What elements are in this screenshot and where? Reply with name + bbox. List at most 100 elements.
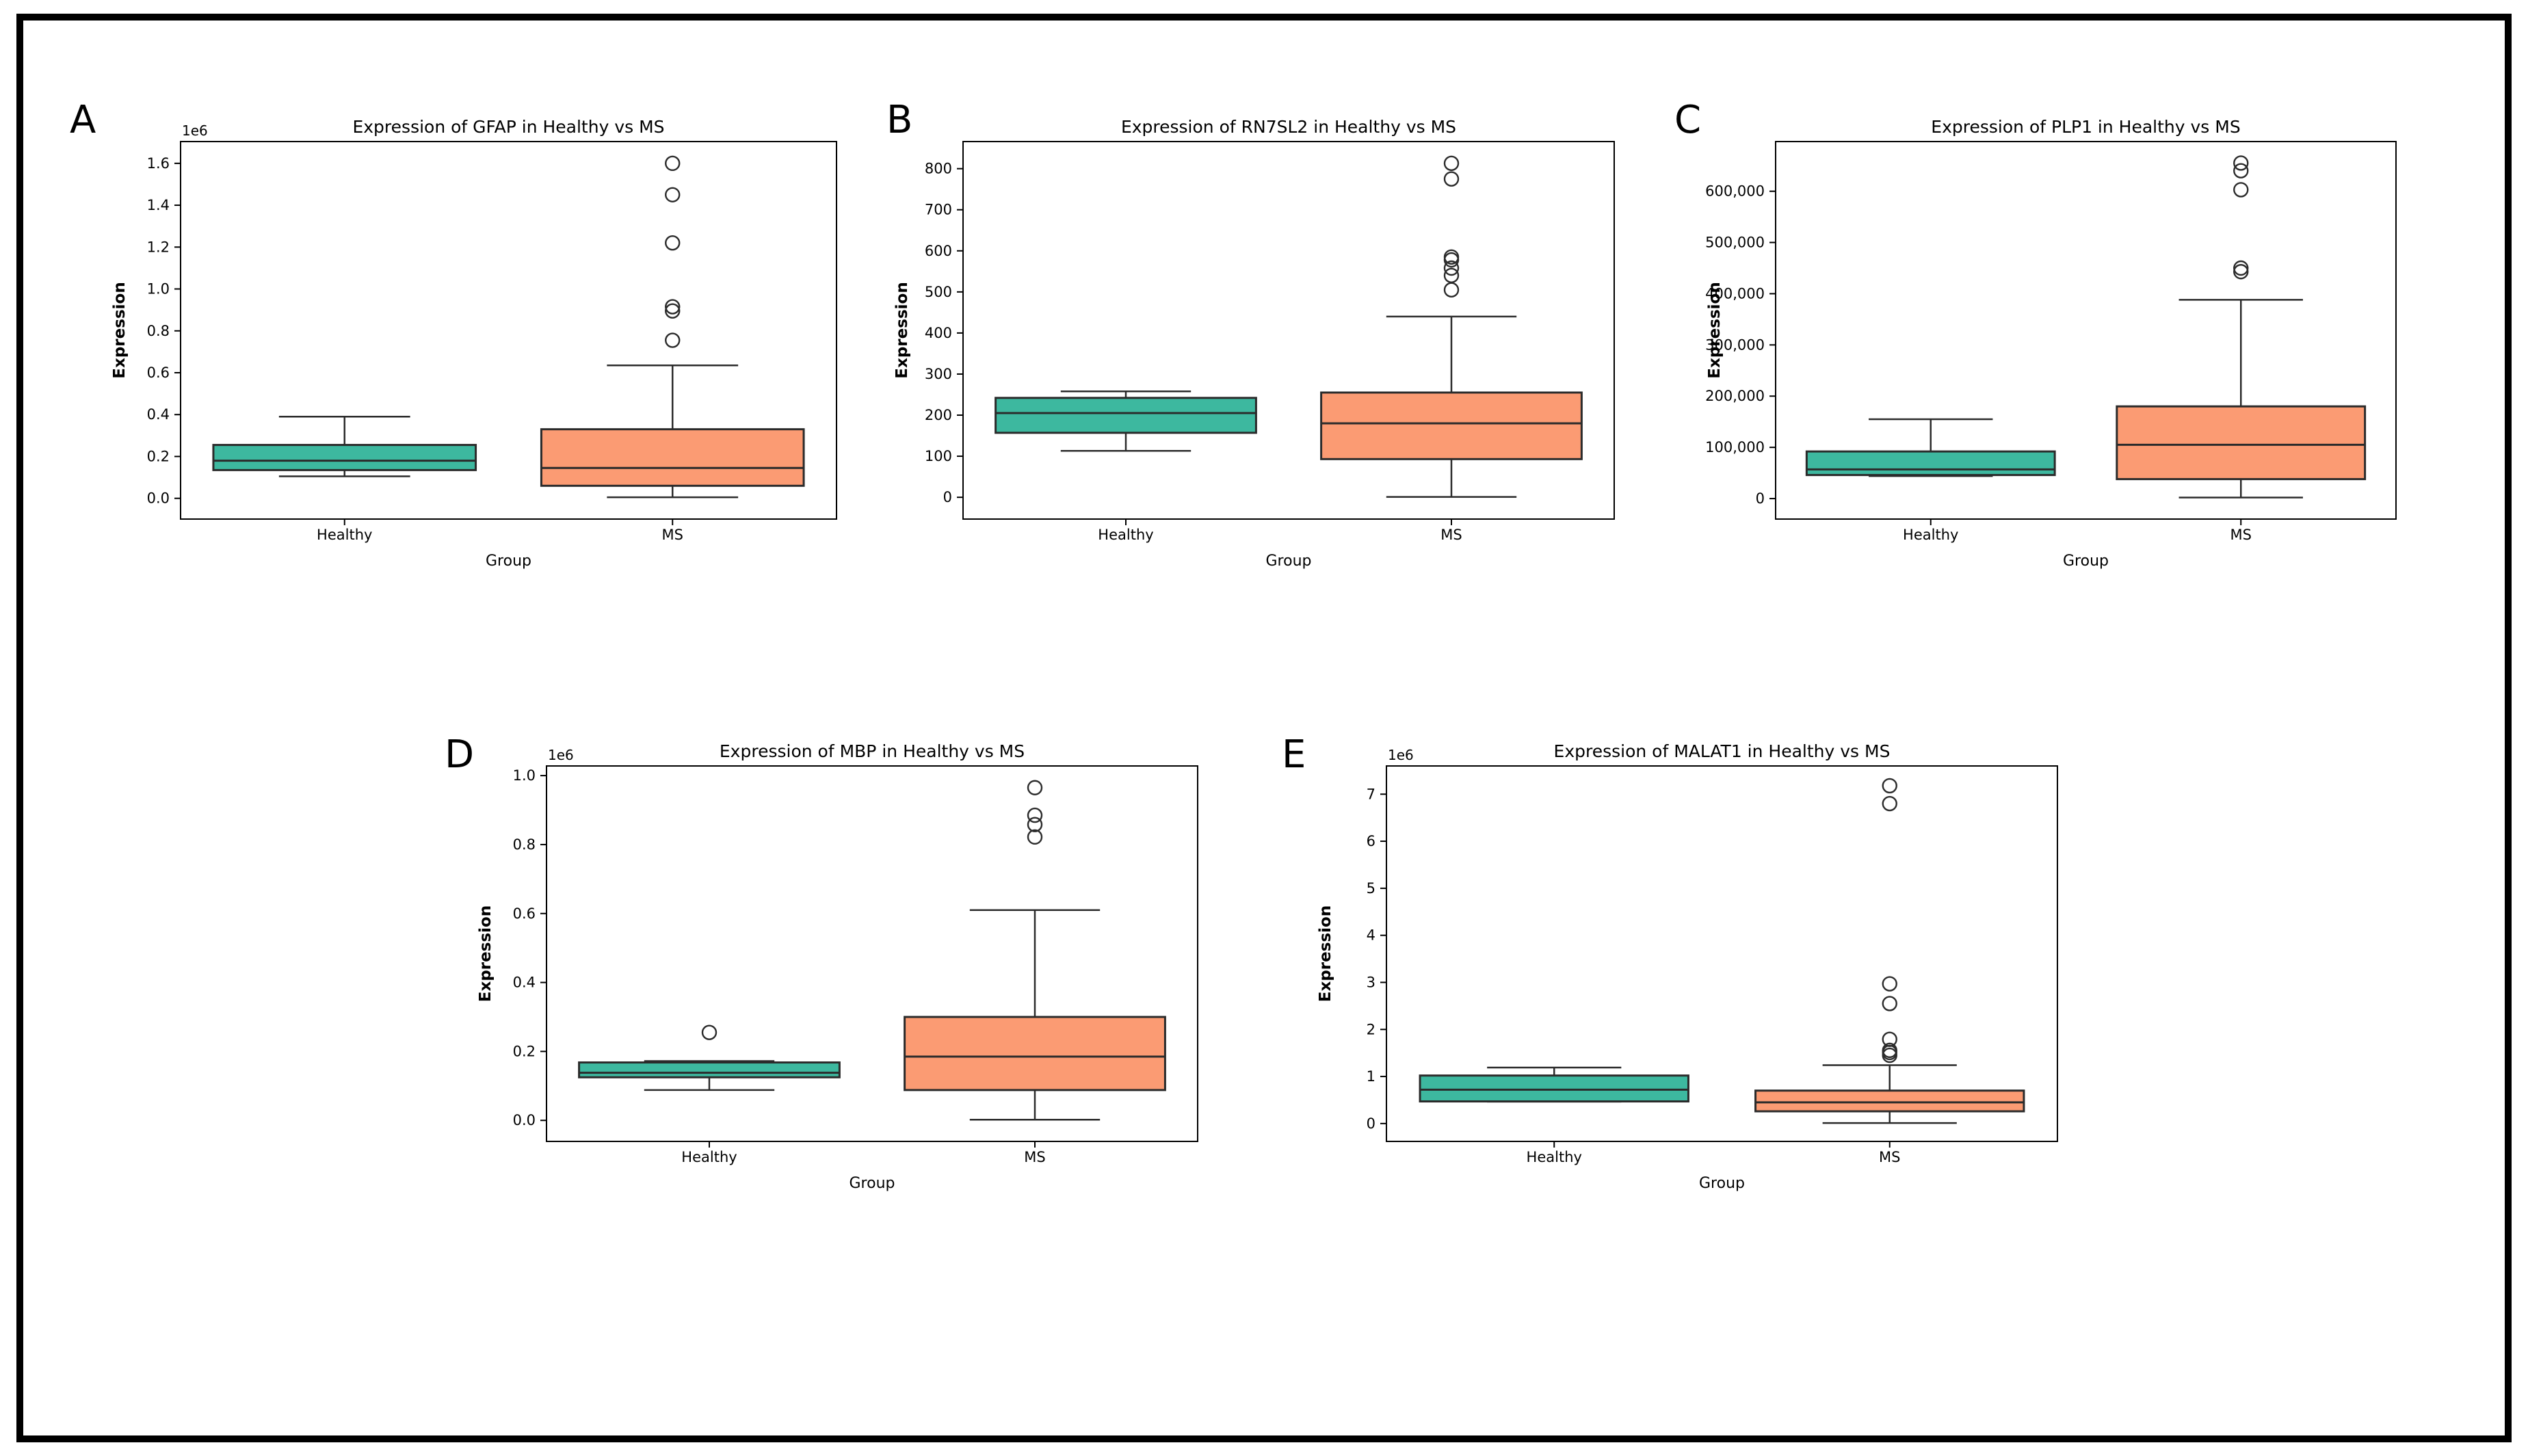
y-tick-label: 0.8 [513, 836, 536, 853]
box-healthy [1805, 450, 2056, 477]
x-tick-label: MS [2230, 527, 2252, 543]
x-tick-label: MS [662, 527, 683, 543]
outlier-point [701, 1024, 717, 1040]
y-axis-label: Expression [111, 282, 129, 378]
x-axis-label: Group [1266, 553, 1312, 570]
panel-label-b: B [886, 98, 913, 142]
y-tick-label: 1.0 [147, 281, 170, 297]
chart-title: Expression of MBP in Healthy vs MS [720, 741, 1025, 761]
y-tick-label: 800 [925, 161, 952, 177]
outlier-point [1443, 249, 1460, 265]
box-healthy [212, 444, 477, 471]
outlier-point [1882, 1031, 1897, 1047]
outlier-point [1443, 155, 1460, 172]
outlier-point [665, 155, 681, 172]
chart-title: Expression of RN7SL2 in Healthy vs MS [1121, 117, 1456, 137]
outlier-point [665, 299, 681, 315]
y-tick-label: 100 [925, 448, 952, 464]
panel-label-d: D [445, 732, 475, 777]
outlier-point [1882, 1042, 1897, 1059]
outlier-point [665, 332, 681, 348]
outlier-point [1443, 267, 1460, 284]
y-tick-label: 400,000 [1705, 285, 1765, 302]
y-tick-label: 0.8 [147, 323, 170, 339]
y-tick-label: 7 [1367, 786, 1375, 802]
y-tick-label: 0.6 [147, 365, 170, 381]
panel-label-a: A [70, 98, 96, 142]
outlier-point [2233, 264, 2249, 280]
y-axis-label: Expression [1317, 905, 1334, 1002]
y-tick-label: 300 [925, 366, 952, 382]
y-tick-label: 1.0 [513, 767, 536, 784]
y-tick-label: 500 [925, 284, 952, 300]
outlier-point [2233, 182, 2249, 198]
box-ms [1320, 391, 1583, 460]
panel-label-c: C [1674, 98, 1702, 142]
x-axis-label: Group [850, 1175, 895, 1192]
chart-title: Expression of PLP1 in Healthy vs MS [1931, 117, 2240, 137]
outlier-point [1882, 996, 1897, 1011]
outlier-point [1882, 795, 1897, 812]
outlier-point [1882, 778, 1897, 794]
y-axis-offset: 1e6 [1388, 747, 1414, 763]
y-tick-label: 1.6 [147, 155, 170, 172]
y-tick-label: 600 [925, 243, 952, 259]
y-axis-label: Expression [477, 905, 495, 1002]
y-tick-label: 0.4 [513, 975, 536, 991]
x-tick-label: MS [1024, 1149, 1045, 1165]
panel-label-e: E [1282, 732, 1306, 777]
y-tick-label: 200 [925, 407, 952, 423]
outlier-point [1027, 829, 1043, 845]
y-tick-label: 1.2 [147, 239, 170, 255]
y-tick-label: 400 [925, 325, 952, 341]
y-tick-label: 0 [1367, 1115, 1375, 1132]
x-tick-label: Healthy [681, 1149, 737, 1165]
y-tick-label: 0.0 [513, 1112, 536, 1128]
x-tick-label: Healthy [1903, 527, 1958, 543]
x-tick-label: MS [1440, 527, 1462, 543]
outlier-point [1443, 260, 1460, 276]
box-healthy [995, 397, 1257, 434]
outlier-point [665, 235, 681, 251]
x-tick-label: MS [1879, 1149, 1900, 1165]
chart-title: Expression of GFAP in Healthy vs MS [352, 117, 664, 137]
axes-frame [1386, 765, 2058, 1142]
outlier-point [1443, 171, 1460, 187]
y-tick-label: 0.4 [147, 406, 170, 423]
outlier-point [665, 187, 681, 202]
y-tick-label: 1 [1367, 1068, 1375, 1085]
box-healthy [1419, 1074, 1689, 1103]
y-tick-label: 0 [943, 489, 952, 505]
outlier-point [1443, 282, 1460, 298]
y-tick-label: 0.6 [513, 905, 536, 922]
x-tick-label: Healthy [317, 527, 372, 543]
y-tick-label: 100,000 [1705, 439, 1765, 455]
x-axis-label: Group [2063, 553, 2109, 570]
y-axis-offset: 1e6 [548, 747, 574, 763]
y-tick-label: 5 [1367, 880, 1375, 897]
y-axis-label: Expression [893, 282, 911, 378]
y-tick-label: 3 [1367, 974, 1375, 990]
axes-frame [546, 765, 1198, 1142]
axes-frame [962, 141, 1615, 520]
outlier-point [1027, 780, 1043, 795]
y-tick-label: 0.0 [147, 490, 170, 507]
x-tick-label: Healthy [1527, 1149, 1582, 1165]
box-healthy [578, 1061, 841, 1078]
box-ms [904, 1016, 1166, 1091]
y-tick-label: 0.2 [147, 448, 170, 464]
outlier-point [665, 303, 681, 319]
y-tick-label: 600,000 [1705, 183, 1765, 200]
axes-frame [1775, 141, 2397, 520]
y-tick-label: 500,000 [1705, 235, 1765, 251]
y-tick-label: 0.2 [513, 1043, 536, 1059]
y-axis-offset: 1e6 [182, 122, 208, 139]
outlier-point [1882, 976, 1897, 992]
box-ms [1754, 1089, 2025, 1113]
outlier-point [1027, 807, 1043, 823]
x-axis-label: Group [1699, 1175, 1745, 1192]
y-tick-label: 1.4 [147, 197, 170, 213]
outlier-point [2233, 260, 2249, 276]
outlier-point [1443, 252, 1460, 268]
